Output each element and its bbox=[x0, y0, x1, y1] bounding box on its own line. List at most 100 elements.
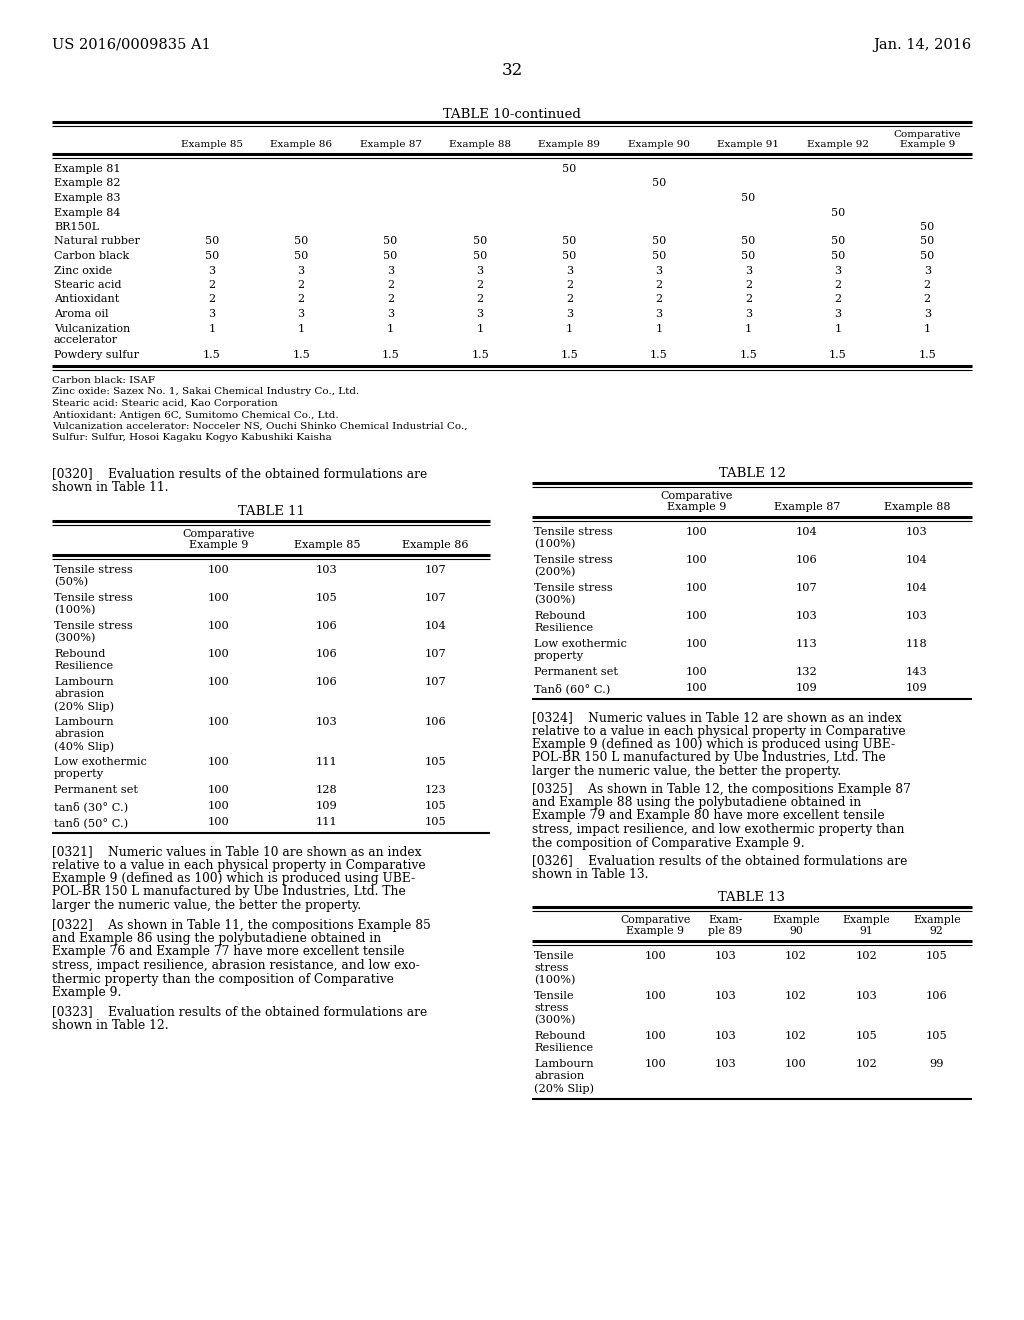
Text: 50: 50 bbox=[473, 251, 487, 261]
Text: 106: 106 bbox=[926, 991, 947, 1001]
Text: 50: 50 bbox=[383, 236, 397, 247]
Text: 100: 100 bbox=[208, 593, 229, 603]
Text: Comparative: Comparative bbox=[660, 491, 733, 502]
Text: 106: 106 bbox=[425, 717, 446, 727]
Text: 50: 50 bbox=[830, 251, 845, 261]
Text: 3: 3 bbox=[655, 309, 663, 319]
Text: TABLE 10-continued: TABLE 10-continued bbox=[443, 108, 581, 121]
Text: Example 84: Example 84 bbox=[54, 207, 121, 218]
Text: 104: 104 bbox=[796, 527, 818, 537]
Text: Low exothermic: Low exothermic bbox=[534, 639, 627, 649]
Text: Comparative: Comparative bbox=[894, 129, 962, 139]
Text: 103: 103 bbox=[715, 950, 736, 961]
Text: 105: 105 bbox=[425, 817, 446, 828]
Text: Sulfur: Sulfur, Hosoi Kagaku Kogyo Kabushiki Kaisha: Sulfur: Sulfur, Hosoi Kagaku Kogyo Kabus… bbox=[52, 433, 332, 442]
Text: 109: 109 bbox=[316, 801, 338, 810]
Text: accelerator: accelerator bbox=[54, 335, 118, 345]
Text: 103: 103 bbox=[906, 527, 928, 537]
Text: Example 79 and Example 80 have more excellent tensile: Example 79 and Example 80 have more exce… bbox=[532, 809, 885, 822]
Text: 1.5: 1.5 bbox=[919, 350, 936, 359]
Text: larger the numeric value, the better the property.: larger the numeric value, the better the… bbox=[532, 766, 841, 777]
Text: abrasion: abrasion bbox=[54, 729, 104, 739]
Text: 109: 109 bbox=[906, 682, 928, 693]
Text: 1.5: 1.5 bbox=[382, 350, 399, 359]
Text: 2: 2 bbox=[298, 294, 305, 305]
Text: 100: 100 bbox=[686, 667, 708, 677]
Text: 100: 100 bbox=[208, 801, 229, 810]
Text: (300%): (300%) bbox=[534, 1015, 575, 1026]
Text: 50: 50 bbox=[652, 178, 666, 189]
Text: 3: 3 bbox=[924, 265, 931, 276]
Text: Carbon black: Carbon black bbox=[54, 251, 129, 261]
Text: [0325]    As shown in Table 12, the compositions Example 87: [0325] As shown in Table 12, the composi… bbox=[532, 783, 911, 796]
Text: abrasion: abrasion bbox=[54, 689, 104, 700]
Text: Example 9.: Example 9. bbox=[52, 986, 122, 999]
Text: Example 87: Example 87 bbox=[774, 502, 840, 512]
Text: 103: 103 bbox=[906, 611, 928, 620]
Text: 3: 3 bbox=[476, 309, 483, 319]
Text: 2: 2 bbox=[298, 280, 305, 290]
Text: 50: 50 bbox=[562, 236, 577, 247]
Text: Example 76 and Example 77 have more excellent tensile: Example 76 and Example 77 have more exce… bbox=[52, 945, 404, 958]
Text: 102: 102 bbox=[855, 950, 878, 961]
Text: 50: 50 bbox=[294, 251, 308, 261]
Text: and Example 86 using the polybutadiene obtained in: and Example 86 using the polybutadiene o… bbox=[52, 932, 381, 945]
Text: 1.5: 1.5 bbox=[203, 350, 220, 359]
Text: 2: 2 bbox=[476, 294, 483, 305]
Text: Comparative: Comparative bbox=[182, 529, 255, 539]
Text: Example 81: Example 81 bbox=[54, 164, 121, 174]
Text: Example 85: Example 85 bbox=[294, 540, 360, 550]
Text: 50: 50 bbox=[205, 251, 219, 261]
Text: (300%): (300%) bbox=[54, 634, 95, 643]
Text: Low exothermic: Low exothermic bbox=[54, 756, 146, 767]
Text: 100: 100 bbox=[208, 565, 229, 576]
Text: Vulcanization accelerator: Nocceler NS, Ouchi Shinko Chemical Industrial Co.,: Vulcanization accelerator: Nocceler NS, … bbox=[52, 422, 468, 432]
Text: 100: 100 bbox=[686, 639, 708, 649]
Text: 100: 100 bbox=[686, 682, 708, 693]
Text: 103: 103 bbox=[715, 1031, 736, 1041]
Text: 111: 111 bbox=[316, 817, 338, 828]
Text: 3: 3 bbox=[476, 265, 483, 276]
Text: [0323]    Evaluation results of the obtained formulations are: [0323] Evaluation results of the obtaine… bbox=[52, 1006, 427, 1019]
Text: Tensile stress: Tensile stress bbox=[54, 593, 133, 603]
Text: Example 9: Example 9 bbox=[627, 927, 684, 936]
Text: 102: 102 bbox=[785, 1031, 807, 1041]
Text: 32: 32 bbox=[502, 62, 522, 79]
Text: Example 89: Example 89 bbox=[539, 140, 600, 149]
Text: Example 85: Example 85 bbox=[180, 140, 243, 149]
Text: Example 82: Example 82 bbox=[54, 178, 121, 189]
Text: 3: 3 bbox=[387, 309, 394, 319]
Text: Example 86: Example 86 bbox=[402, 540, 469, 550]
Text: Tensile: Tensile bbox=[534, 991, 574, 1001]
Text: Example 88: Example 88 bbox=[450, 140, 511, 149]
Text: the composition of Comparative Example 9.: the composition of Comparative Example 9… bbox=[532, 837, 805, 850]
Text: 50: 50 bbox=[294, 236, 308, 247]
Text: [0324]    Numeric values in Table 12 are shown as an index: [0324] Numeric values in Table 12 are sh… bbox=[532, 711, 902, 723]
Text: 50: 50 bbox=[830, 207, 845, 218]
Text: (200%): (200%) bbox=[534, 568, 575, 577]
Text: 50: 50 bbox=[741, 236, 756, 247]
Text: 2: 2 bbox=[476, 280, 483, 290]
Text: POL-BR 150 L manufactured by Ube Industries, Ltd. The: POL-BR 150 L manufactured by Ube Industr… bbox=[52, 886, 406, 899]
Text: ple 89: ple 89 bbox=[709, 927, 742, 936]
Text: TABLE 11: TABLE 11 bbox=[238, 506, 304, 517]
Text: 118: 118 bbox=[906, 639, 928, 649]
Text: Powdery sulfur: Powdery sulfur bbox=[54, 350, 139, 359]
Text: 1.5: 1.5 bbox=[471, 350, 488, 359]
Text: thermic property than the composition of Comparative: thermic property than the composition of… bbox=[52, 973, 394, 986]
Text: Example 83: Example 83 bbox=[54, 193, 121, 203]
Text: larger the numeric value, the better the property.: larger the numeric value, the better the… bbox=[52, 899, 361, 912]
Text: 105: 105 bbox=[926, 1031, 947, 1041]
Text: Example 9 (defined as 100) which is produced using UBE-: Example 9 (defined as 100) which is prod… bbox=[532, 738, 895, 751]
Text: 103: 103 bbox=[316, 565, 338, 576]
Text: 1: 1 bbox=[476, 323, 483, 334]
Text: 2: 2 bbox=[924, 280, 931, 290]
Text: TABLE 12: TABLE 12 bbox=[719, 467, 785, 480]
Text: Resilience: Resilience bbox=[534, 1043, 593, 1053]
Text: 100: 100 bbox=[644, 1059, 666, 1069]
Text: Example 9: Example 9 bbox=[188, 540, 248, 550]
Text: 50: 50 bbox=[473, 236, 487, 247]
Text: 1.5: 1.5 bbox=[829, 350, 847, 359]
Text: Lambourn: Lambourn bbox=[534, 1059, 594, 1069]
Text: Example 92: Example 92 bbox=[807, 140, 868, 149]
